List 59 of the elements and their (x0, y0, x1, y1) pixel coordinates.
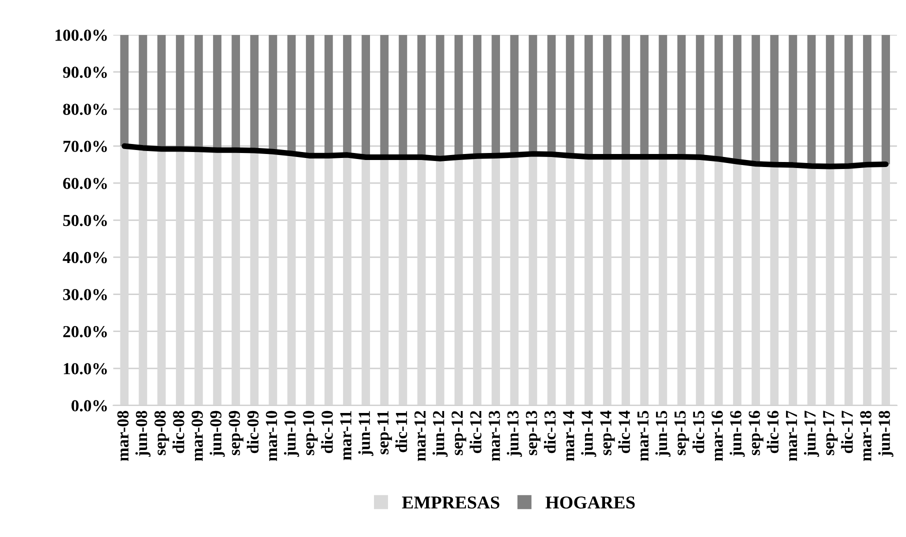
x-tick-label: jun-15 (655, 410, 671, 457)
bar (120, 34, 129, 146)
y-tick-label: 90.0% (63, 66, 107, 78)
x-tick-label: jun-14 (581, 410, 596, 457)
x-tick-label: sep-15 (674, 410, 690, 456)
x-tick-label: mar-09 (192, 410, 203, 462)
y-tick-label: 0.0% (72, 400, 107, 412)
x-tick-label: dic-14 (618, 410, 630, 454)
x-tick-label: mar-08 (117, 410, 129, 462)
y-tick-label: 10.0% (64, 363, 107, 374)
x-tick-label: mar-17 (786, 410, 798, 462)
x-tick-label: mar-12 (414, 411, 426, 462)
x-tick-label: mar-14 (563, 410, 574, 462)
y-tick-label: 100.0% (56, 30, 107, 41)
legend-label: EMPRESAS (402, 496, 500, 509)
bar (287, 34, 296, 154)
y-tick-label: 80.0% (63, 104, 107, 116)
x-tick-label: dic-12 (470, 411, 482, 454)
x-tick-label: jun-11 (358, 411, 374, 456)
x-tick-label: sep-09 (228, 410, 244, 456)
x-tick-label: sep-17 (823, 410, 838, 456)
y-tick-label: 70.0% (64, 140, 107, 152)
x-tick-label: dic-13 (544, 410, 556, 454)
x-tick-label: mar-10 (266, 410, 278, 462)
bar (882, 34, 890, 164)
x-tick-label: sep-12 (452, 411, 466, 456)
x-tick-label: dic-16 (766, 410, 779, 454)
x-tick-label: dic-09 (246, 410, 259, 454)
x-tick-label: dic-10 (321, 410, 333, 454)
x-tick-label: sep-10 (303, 410, 318, 456)
x-tick-label: sep-13 (526, 410, 541, 456)
y-tick-label: 40.0% (62, 252, 107, 264)
x-tick-label: jun-08 (135, 410, 151, 457)
x-tick-label: mar-18 (860, 410, 872, 462)
x-tick-label: dic-15 (692, 410, 704, 454)
x-tick-label: mar-13 (488, 410, 500, 462)
x-tick-label: mar-15 (637, 410, 649, 462)
x-tick-label: jun-18 (878, 410, 894, 457)
x-tick-label: jun-10 (284, 410, 300, 457)
x-tick-label: jun-12 (432, 411, 448, 457)
x-tick-label: sep-11 (377, 411, 392, 454)
x-tick-label: jun-09 (210, 410, 225, 457)
bar (343, 34, 352, 155)
y-tick-label: 20.0% (63, 326, 107, 338)
legend-label: HOGARES (546, 496, 635, 509)
x-tick-label: sep-08 (154, 410, 170, 456)
x-tick-label: sep-16 (748, 410, 764, 456)
x-tick-label: sep-14 (600, 410, 615, 456)
x-tick-label: dic-11 (395, 411, 408, 452)
x-tick-label: mar-11 (340, 411, 352, 460)
x-tick-label: dic-17 (841, 410, 853, 454)
x-tick-label: jun-13 (506, 410, 522, 457)
x-tick-label: jun-16 (730, 410, 745, 457)
y-tick-label: 60.0% (63, 178, 107, 190)
x-tick-label: dic-08 (172, 410, 184, 454)
x-tick-label: jun-17 (804, 410, 820, 457)
y-tick-label: 50.0% (63, 214, 107, 226)
x-tick-label: mar-16 (712, 410, 723, 462)
y-tick-label: 30.0% (63, 288, 107, 300)
